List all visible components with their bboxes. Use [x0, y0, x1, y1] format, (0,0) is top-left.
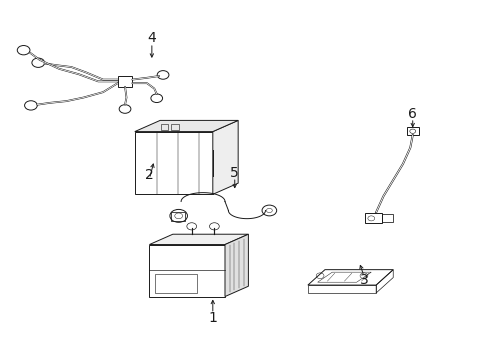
Text: 1: 1	[208, 311, 217, 325]
Bar	[118, 76, 132, 87]
Bar	[406, 127, 418, 135]
Bar	[171, 212, 184, 221]
Bar	[170, 124, 178, 130]
Bar	[382, 214, 392, 222]
Bar	[160, 124, 168, 130]
Bar	[135, 132, 212, 194]
Text: 6: 6	[407, 107, 416, 121]
Bar	[364, 213, 382, 223]
Bar	[155, 274, 197, 293]
Text: 5: 5	[230, 166, 239, 180]
Text: 2: 2	[145, 168, 154, 182]
Text: 3: 3	[359, 273, 367, 287]
Polygon shape	[149, 234, 248, 244]
Polygon shape	[135, 120, 238, 132]
Polygon shape	[212, 120, 238, 194]
Polygon shape	[224, 234, 248, 297]
Text: 4: 4	[147, 31, 156, 45]
